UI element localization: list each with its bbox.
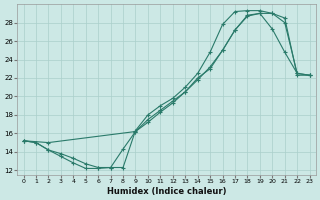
X-axis label: Humidex (Indice chaleur): Humidex (Indice chaleur): [107, 187, 226, 196]
